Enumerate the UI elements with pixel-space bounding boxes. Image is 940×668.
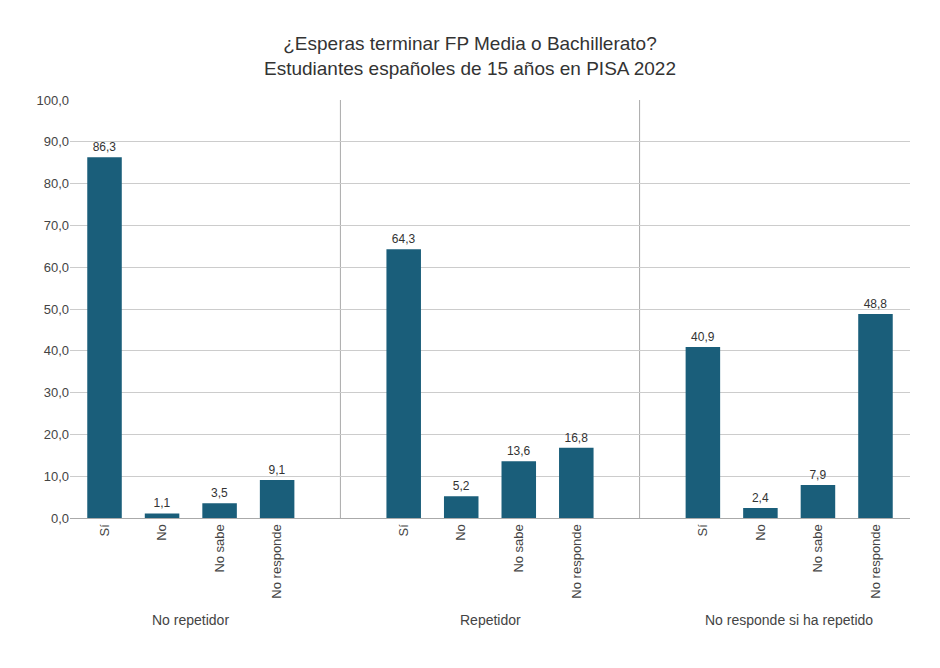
svg-text:16,8: 16,8 xyxy=(564,431,588,445)
svg-text:2,4: 2,4 xyxy=(752,491,769,505)
svg-text:No sabe: No sabe xyxy=(212,524,227,572)
svg-text:No responde si ha repetido: No responde si ha repetido xyxy=(705,612,873,628)
svg-text:Repetidor: Repetidor xyxy=(460,612,521,628)
svg-text:40,0: 40,0 xyxy=(44,343,69,358)
svg-text:40,9: 40,9 xyxy=(691,330,715,344)
svg-text:0,0: 0,0 xyxy=(51,511,69,526)
svg-text:No: No xyxy=(753,524,768,541)
svg-text:80,0: 80,0 xyxy=(44,176,69,191)
svg-text:5,2: 5,2 xyxy=(453,479,470,493)
svg-text:No sabe: No sabe xyxy=(810,524,825,572)
svg-text:70,0: 70,0 xyxy=(44,218,69,233)
svg-text:3,5: 3,5 xyxy=(211,486,228,500)
svg-text:50,0: 50,0 xyxy=(44,302,69,317)
svg-text:10,0: 10,0 xyxy=(44,469,69,484)
svg-text:Sí: Sí xyxy=(396,524,411,537)
svg-text:No sabe: No sabe xyxy=(511,524,526,572)
svg-text:100,0: 100,0 xyxy=(36,93,69,108)
svg-text:60,0: 60,0 xyxy=(44,260,69,275)
svg-text:No: No xyxy=(154,524,169,541)
svg-text:No responde: No responde xyxy=(569,524,584,598)
svg-text:9,1: 9,1 xyxy=(269,463,286,477)
svg-text:86,3: 86,3 xyxy=(93,140,117,154)
svg-text:No responde: No responde xyxy=(868,524,883,598)
svg-text:¿Esperas terminar FP Media o B: ¿Esperas terminar FP Media o Bachillerat… xyxy=(264,33,676,79)
svg-text:48,8: 48,8 xyxy=(864,297,888,311)
svg-text:1,1: 1,1 xyxy=(154,496,171,510)
svg-text:90,0: 90,0 xyxy=(44,134,69,149)
svg-text:No responde: No responde xyxy=(269,524,284,598)
svg-text:No: No xyxy=(453,524,468,541)
svg-text:7,9: 7,9 xyxy=(809,468,826,482)
svg-text:No repetidor: No repetidor xyxy=(152,612,229,628)
svg-text:13,6: 13,6 xyxy=(507,444,531,458)
svg-text:Sí: Sí xyxy=(695,524,710,537)
svg-text:30,0: 30,0 xyxy=(44,385,69,400)
svg-text:Sí: Sí xyxy=(97,524,112,537)
svg-text:20,0: 20,0 xyxy=(44,427,69,442)
svg-text:64,3: 64,3 xyxy=(392,232,416,246)
